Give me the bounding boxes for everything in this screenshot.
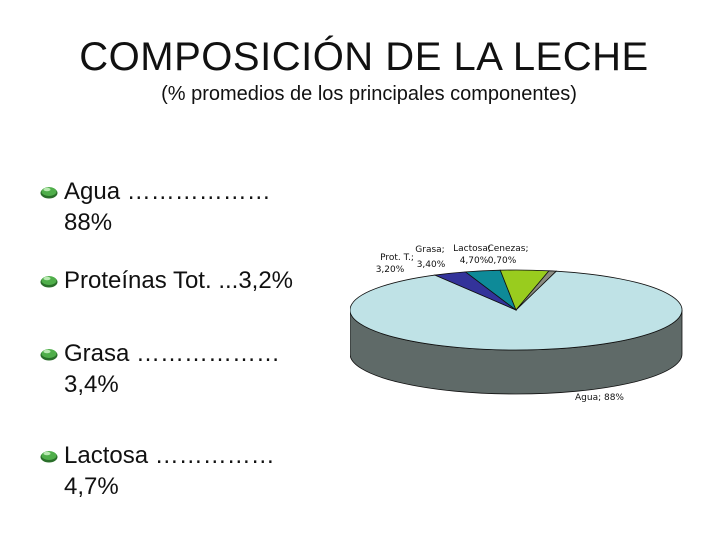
pie-chart: Agua; 88% Prot. T.; 3,20% Grasa; 3,40% Lactos… — [350, 244, 683, 403]
slide-title: COMPOSICIÓN DE LA LECHE — [79, 35, 649, 79]
bullet-text: Agua ……………… — [64, 178, 271, 205]
green-gem-bullet-icon — [40, 187, 58, 199]
pie-label-cenezas-name: Cenezas; — [487, 244, 528, 254]
bullet-list: Agua ……………… 88% Proteínas Tot. ...3,2% G… — [40, 176, 340, 527]
green-gem-bullet-icon — [40, 349, 58, 361]
green-gem-bullet-icon — [40, 276, 58, 288]
pie-label-lactosa-value: 4,70% — [460, 256, 489, 266]
pie-label-agua: Agua; 88% — [575, 393, 624, 403]
pie-label-lactosa-name: Lactosa; — [453, 244, 491, 254]
pie-label-prot-t--value: 3,20% — [376, 265, 405, 275]
bullet-text: Lactosa …………… — [64, 442, 275, 469]
pie-label-grasa-value: 3,40% — [417, 260, 446, 270]
pie-label-prot-t--name: Prot. T.; — [380, 253, 414, 263]
bullet-text: Grasa ……………… — [64, 340, 281, 367]
bullet-value: 3,4% — [64, 371, 119, 398]
green-gem-bullet-icon — [40, 451, 58, 463]
bullet-item-lactosa: Lactosa …………… 4,7% — [40, 440, 340, 502]
bullet-text: Proteínas Tot. ...3,2% — [64, 267, 294, 294]
pie-label-cenezas-value: 0,70% — [488, 256, 517, 266]
bullet-value: 4,7% — [64, 473, 119, 500]
pie-label-grasa-name: Grasa; — [415, 245, 444, 255]
bullet-item-proteinas: Proteínas Tot. ...3,2% — [40, 265, 340, 296]
bullet-item-grasa: Grasa ……………… 3,4% — [40, 338, 340, 400]
slide-subtitle: (% promedios de los principales componen… — [161, 83, 577, 105]
pie-slice-cenezas — [515, 270, 558, 311]
bullet-value: 88% — [64, 209, 113, 236]
bullet-item-agua: Agua ……………… 88% — [40, 176, 340, 238]
